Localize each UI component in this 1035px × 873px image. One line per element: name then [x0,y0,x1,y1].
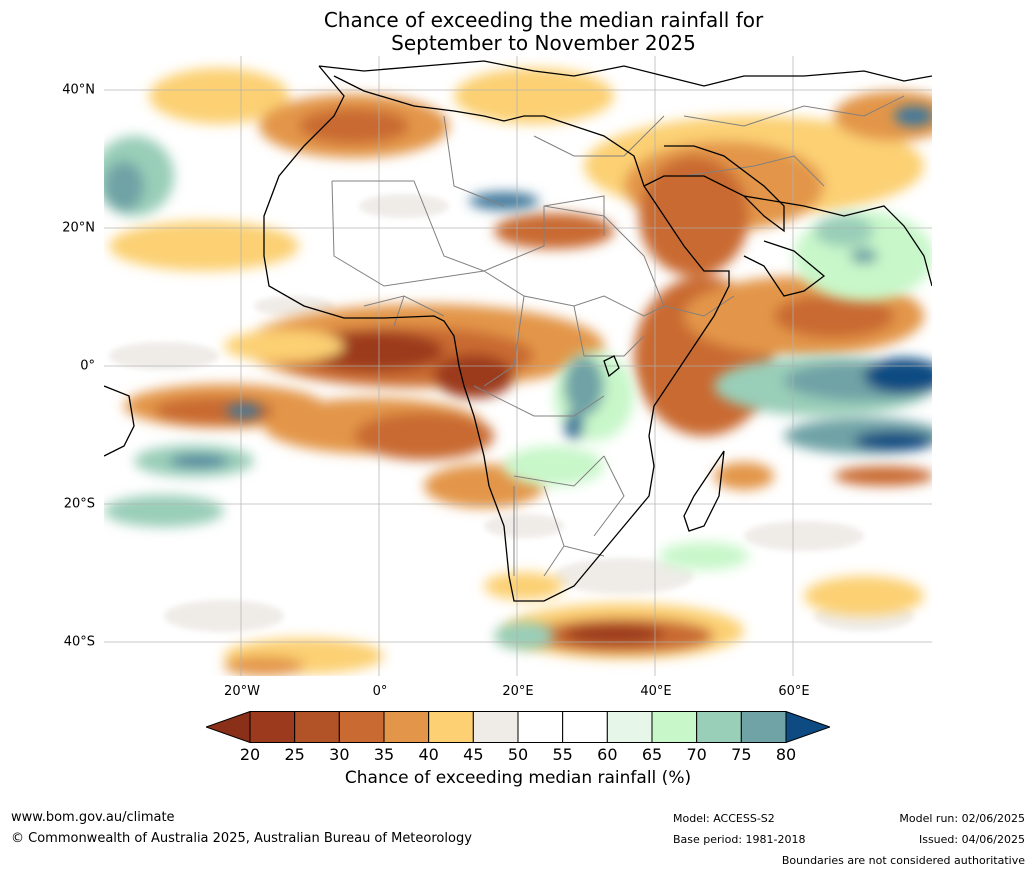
colorbar-label: Chance of exceeding median rainfall (%) [344,768,692,788]
lon-label-0: 0° [372,684,388,699]
lat-label-0: 0° [80,358,95,374]
graticule [104,56,932,676]
footer-model: Model: ACCESS-S2 [673,812,775,825]
title-line-1: Chance of exceeding the median rainfall … [323,8,764,32]
colorbar-tick-label: 45 [463,745,484,764]
colorbar-svg [204,710,832,744]
colorbar-tick-label: 25 [284,745,305,764]
colorbar-over-arrow [785,710,832,744]
colorbar-bin [338,711,385,743]
colorbar-tick-label: 75 [731,745,752,764]
colorbar [204,710,832,744]
rainfall-map-svg [104,56,932,676]
colorbar-bin [472,711,519,743]
footer-base-period: Base period: 1981-2018 [673,833,806,846]
colorbar-bin [696,711,742,743]
lat-label-40s: 40°S [63,634,95,650]
colorbar-bin [740,711,787,743]
colorbar-tick-label: 35 [373,745,395,764]
lon-label-20w: 20°W [224,684,260,699]
colorbar-tick-label: 40 [418,745,439,764]
lon-label-40e: 40°E [640,684,672,699]
footer-disclaimer: Boundaries are not considered authoritat… [781,854,1025,867]
title-line-2: September to November 2025 [391,31,696,55]
colorbar-bin [383,711,430,743]
colorbar-tick-label: 65 [641,745,663,764]
colorbar-tick-label: 55 [552,745,573,764]
map-title: Chance of exceeding the median rainfall … [0,9,1035,55]
colorbar-bin [517,711,564,743]
colorbar-bin [651,711,698,743]
rainfall-map [104,56,932,676]
wet-anomaly-areas [104,106,932,650]
footer-issued: Issued: 04/06/2025 [918,833,1025,846]
lat-label-40n: 40°N [62,82,95,98]
coastlines [104,60,932,602]
colorbar-tick-label: 30 [329,745,350,764]
colorbar-tick-label: 20 [239,745,261,764]
colorbar-bin [249,711,296,743]
colorbar-tick-label: 80 [775,745,797,764]
lon-label-20e: 20°E [502,684,534,699]
lat-label-20n: 20°N [62,220,95,236]
footer-model-run: Model run: 02/06/2025 [899,812,1025,825]
colorbar-tick-label: 70 [686,745,707,764]
colorbar-under-arrow [204,710,251,744]
colorbar-tick-label: 50 [507,745,529,764]
colorbar-bin [428,711,474,743]
lat-label-20s: 20°S [63,496,95,512]
colorbar-tick-label: 60 [597,745,618,764]
colorbar-bin [606,711,653,743]
dry-anomaly-areas [109,68,932,676]
colorbar-bin [294,711,340,743]
lon-label-60e: 60°E [778,684,810,699]
country-borders [331,95,905,577]
footer-copyright: © Commonwealth of Australia 2025, Austra… [11,831,472,846]
footer-website: www.bom.gov.au/climate [11,810,175,825]
colorbar-bin [562,711,608,743]
